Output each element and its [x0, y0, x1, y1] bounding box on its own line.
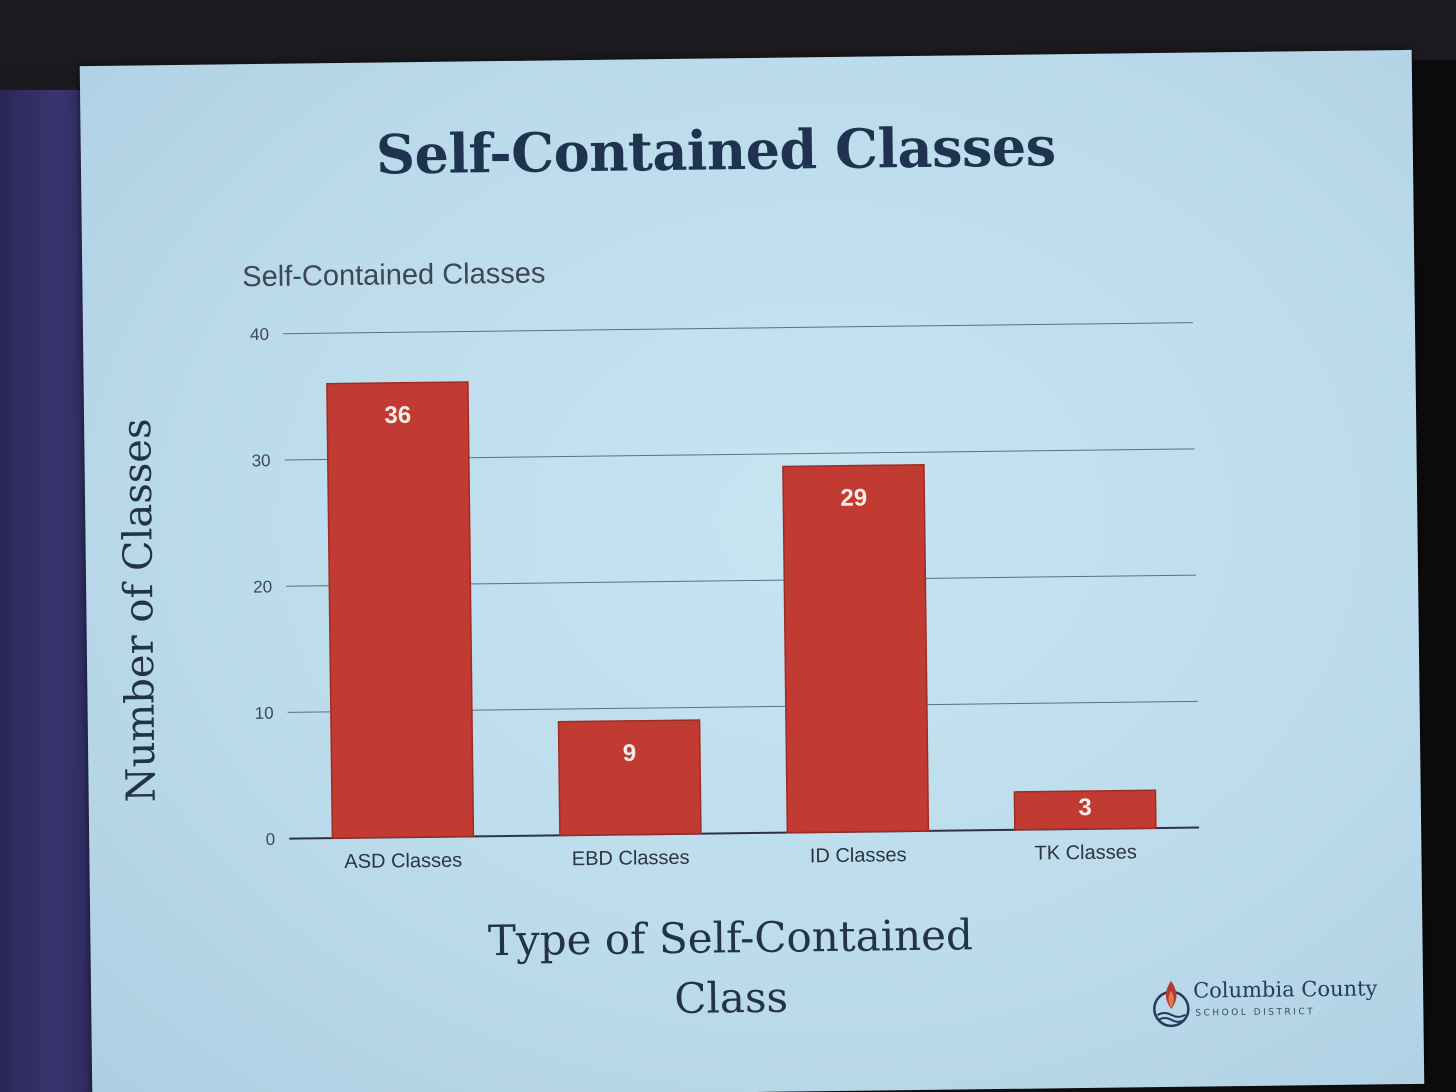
y-tick-label: 30	[252, 451, 271, 470]
x-tick-label: TK Classes	[1034, 841, 1137, 864]
bar	[557, 719, 702, 837]
left-wall	[0, 90, 92, 1092]
district-logo: Columbia County SCHOOL DISTRICT	[1151, 972, 1392, 1031]
data-labels: 36 9 29 3	[384, 402, 1092, 821]
logo-subtitle: SCHOOL DISTRICT	[1195, 1007, 1316, 1019]
y-tick-label: 40	[250, 325, 269, 344]
x-tick-label: ID Classes	[810, 844, 907, 867]
y-tick-label: 20	[253, 577, 272, 596]
projection-screen: Self-Contained Classes Self-Contained Cl…	[79, 49, 1425, 1092]
data-label: 29	[840, 484, 867, 511]
data-label: 9	[623, 740, 637, 767]
chart-title: Self-Contained Classes	[242, 258, 545, 294]
bar	[782, 464, 930, 834]
y-tick-labels: 0 10 20 30 40	[250, 325, 275, 849]
bar	[1013, 789, 1157, 831]
flame-torch-icon	[1153, 980, 1190, 1028]
gridline	[283, 322, 1193, 335]
y-tick-label: 10	[255, 704, 274, 723]
x-axis-title: Type of Self-Contained Class	[487, 910, 974, 1023]
logo-name: Columbia County	[1192, 976, 1378, 1003]
y-axis-title: Number of Classes	[114, 418, 165, 802]
bars	[326, 381, 1157, 839]
x-tick-label: ASD Classes	[344, 850, 462, 873]
data-label: 3	[1078, 794, 1092, 821]
bar	[326, 381, 475, 839]
x-tick-label: EBD Classes	[572, 847, 690, 870]
y-tick-label: 0	[266, 830, 276, 849]
x-tick-labels: ASD Classes EBD Classes ID Classes TK Class…	[344, 841, 1137, 873]
data-label: 36	[384, 402, 411, 429]
